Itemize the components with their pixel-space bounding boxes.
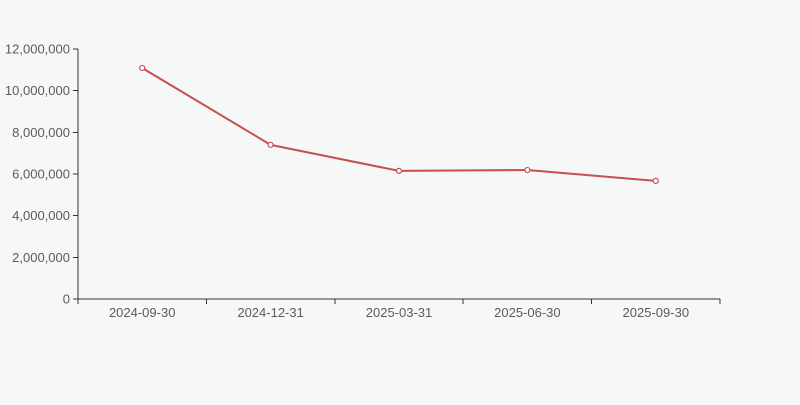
x-axis-tick-label: 2024-12-31	[237, 305, 304, 320]
x-axis-tick-label: 2025-06-30	[494, 305, 561, 320]
data-point-marker	[395, 167, 403, 174]
data-point-marker	[139, 64, 146, 72]
x-axis-tick-label: 2024-09-30	[109, 305, 176, 320]
y-axis-tick-label: 4,000,000	[12, 208, 70, 223]
series-line	[141, 66, 657, 182]
y-axis-tick-label: 2,000,000	[12, 250, 70, 265]
x-axis-tick-label: 2025-03-31	[366, 305, 433, 320]
y-axis-tick-label: 10,000,000	[5, 83, 70, 98]
data-point-marker	[524, 166, 531, 174]
data-point-marker	[267, 141, 274, 148]
data-point-marker	[652, 177, 659, 184]
y-axis-tick-label: 8,000,000	[12, 125, 70, 140]
y-axis-tick-label: 12,000,000	[5, 42, 70, 57]
x-axis-tick-label: 2025-09-30	[623, 305, 690, 320]
y-axis-tick-label: 0	[63, 292, 70, 307]
y-axis-tick-label: 6,000,000	[12, 167, 70, 182]
